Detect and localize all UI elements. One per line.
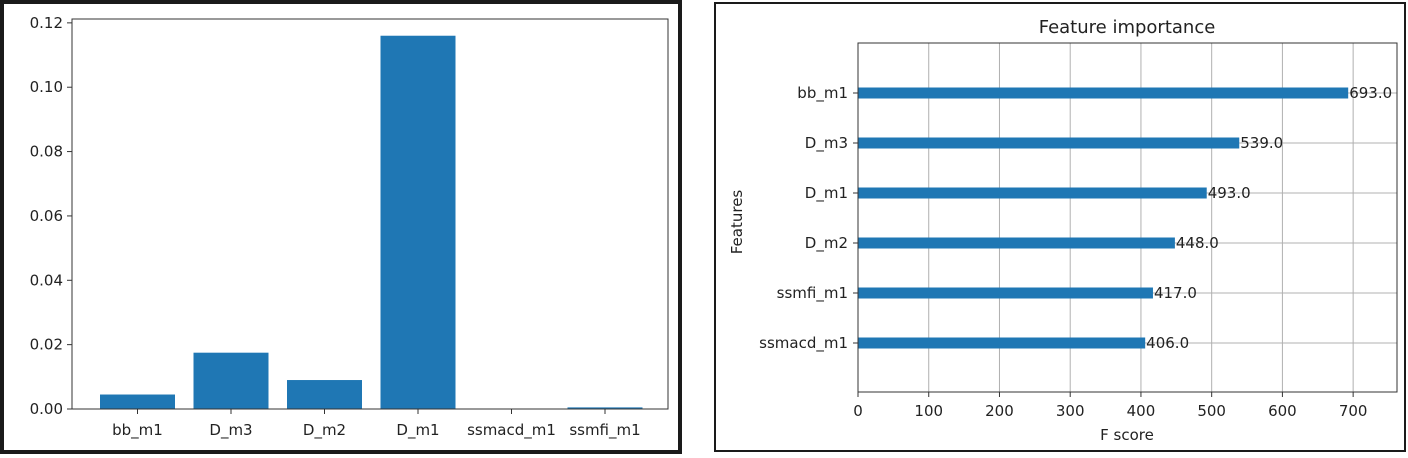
x-tick-label: D_m2 [303, 421, 346, 440]
y-tick-label: 0.02 [30, 336, 63, 354]
y-tick-label: 0.08 [30, 143, 63, 161]
plot-frame [71, 18, 669, 410]
bar [858, 287, 1153, 299]
y-tick-label: 0.06 [30, 207, 63, 225]
y-tick-label: 0.10 [30, 78, 63, 96]
bar [858, 87, 1349, 99]
bar-value-label: 406.0 [1146, 334, 1189, 352]
x-tick-label: 700 [1339, 402, 1368, 420]
x-tick-label: bb_m1 [112, 421, 163, 440]
x-tick-label: ssmfi_m1 [569, 421, 640, 440]
bar-value-label: 493.0 [1208, 184, 1251, 202]
x-tick-label: 400 [1127, 402, 1156, 420]
plot-frame [857, 42, 1398, 393]
y-tick-label: 0.04 [30, 271, 63, 289]
y-tick-label: 0.12 [30, 14, 63, 32]
x-tick-label: 200 [985, 402, 1014, 420]
bar [567, 407, 643, 409]
x-tick-label: ssmacd_m1 [467, 421, 556, 440]
x-tick-label: 100 [914, 402, 943, 420]
y-tick-label: 0.00 [30, 400, 63, 418]
y-tick-label: bb_m1 [797, 84, 848, 103]
bar-value-label: 693.0 [1349, 84, 1392, 102]
y-tick-label: D_m3 [805, 134, 848, 153]
y-tick-label: D_m2 [805, 234, 848, 253]
bar-value-label: 448.0 [1176, 234, 1219, 252]
bar [380, 35, 456, 410]
y-tick-label: ssmfi_m1 [777, 284, 848, 303]
bar [858, 137, 1240, 149]
chart-title: Feature importance [1039, 17, 1216, 38]
bar [287, 380, 362, 409]
x-tick-label: 300 [1056, 402, 1085, 420]
feature-importance-panel: 693.0 539.0 493.0 448.0 417.0 406.0 bb_m1 D_m3… [714, 2, 1406, 452]
x-tick-label: D_m3 [209, 421, 252, 440]
bar [100, 394, 175, 409]
bar-value-label: 417.0 [1154, 284, 1197, 302]
x-tick-label: D_m1 [396, 421, 439, 440]
bar [858, 187, 1207, 199]
bar-chart-panel: 0.00 0.02 0.04 0.06 0.08 0.10 0.12 bb_m1 D_m3 D_… [0, 0, 682, 454]
y-tick-label: ssmacd_m1 [759, 334, 848, 353]
bar-value-label: 539.0 [1240, 134, 1283, 152]
y-axis-label: Features [728, 190, 746, 255]
y-tick-label: D_m1 [805, 184, 848, 203]
x-tick-label: 0 [853, 402, 863, 420]
bar-chart: 0.00 0.02 0.04 0.06 0.08 0.10 0.12 bb_m1 D_m3 D_… [30, 14, 669, 440]
bar [193, 352, 269, 409]
x-tick-label: 600 [1268, 402, 1297, 420]
x-axis-label: F score [1100, 426, 1154, 444]
x-tick-label: 500 [1197, 402, 1226, 420]
bar [858, 237, 1175, 249]
feature-importance-chart: 693.0 539.0 493.0 448.0 417.0 406.0 bb_m1 D_m3… [728, 17, 1398, 444]
bar [858, 337, 1146, 349]
